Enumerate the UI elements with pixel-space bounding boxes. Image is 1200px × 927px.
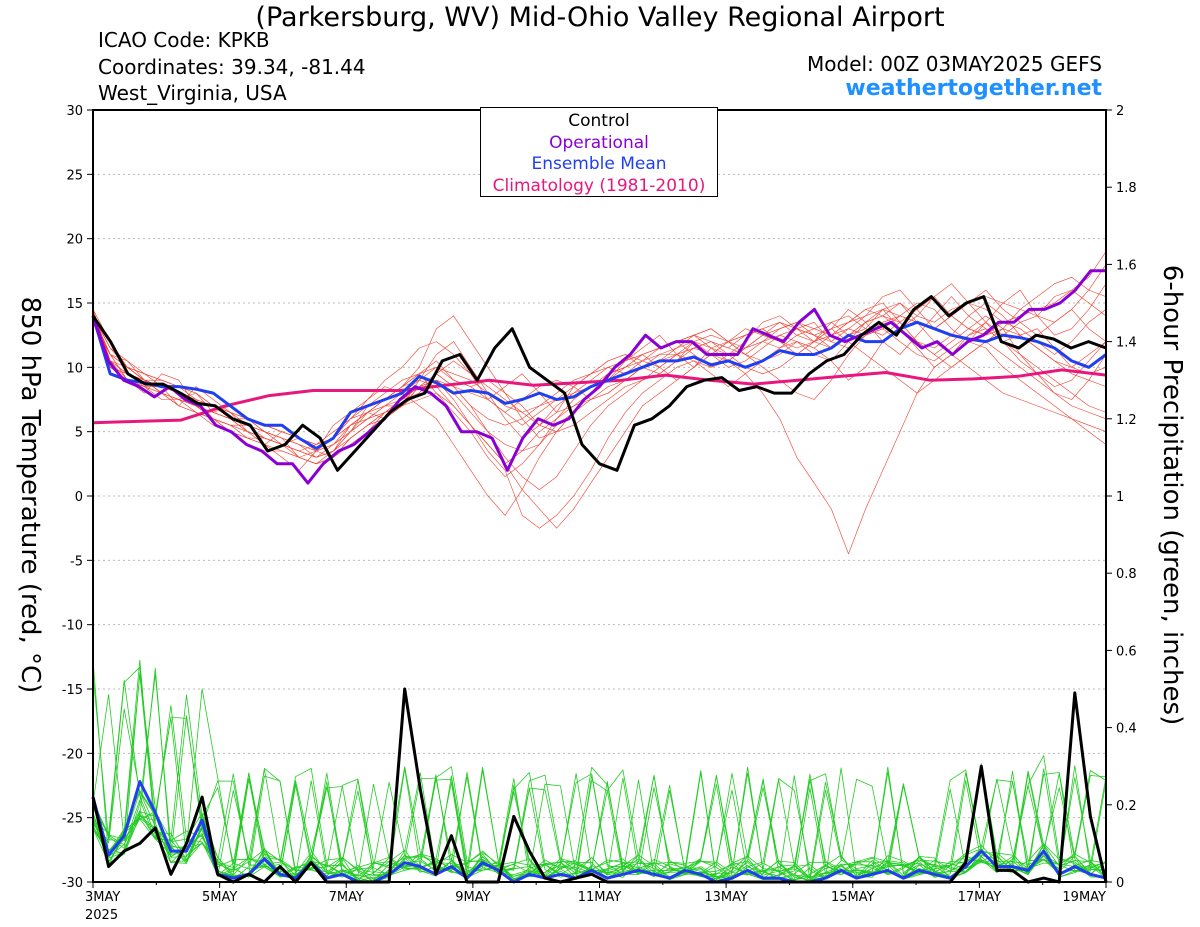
precip-member-line — [92, 667, 1107, 881]
left-tick-label: 0 — [75, 490, 83, 505]
precip-member-line — [92, 717, 1107, 882]
right-tick-label: 0.4 — [1116, 722, 1137, 737]
temp-member-line — [92, 302, 1107, 452]
x-tick-label: 3MAY — [85, 890, 120, 905]
x-tick-label: 15MAY — [831, 890, 875, 905]
right-tick-label: 0.6 — [1116, 644, 1137, 659]
temp-member-line — [92, 315, 1107, 458]
x-tick-label: 9MAY — [455, 890, 490, 905]
temp-member-line — [92, 289, 1107, 490]
x-tick-label: 7MAY — [329, 890, 364, 905]
left-tick-label: 20 — [66, 233, 83, 248]
right-tick-label: 0.2 — [1116, 799, 1137, 814]
left-tick-label: 5 — [75, 426, 83, 441]
precip-member-line — [92, 766, 1107, 880]
precip-member-line — [92, 694, 1107, 883]
right-tick-label: 1.4 — [1116, 336, 1137, 351]
right-tick-label: 1.8 — [1116, 181, 1137, 196]
right-tick-label: 1.6 — [1116, 258, 1137, 273]
left-tick-label: -15 — [62, 683, 83, 698]
region: West_Virginia, USA — [98, 81, 287, 105]
x-year-label: 2025 — [85, 908, 118, 923]
right-axis-label: 6-hour Precipitation (green, inches) — [1157, 264, 1187, 726]
right-tick-label: 0 — [1116, 876, 1124, 891]
left-tick-label: -5 — [70, 554, 83, 569]
chart-title: (Parkersburg, WV) Mid-Ohio Valley Region… — [255, 2, 945, 33]
left-tick-label: -20 — [62, 747, 83, 762]
x-tick-label: 11MAY — [578, 890, 622, 905]
temp-member-line — [92, 277, 1107, 477]
precip-member-line — [92, 705, 1107, 880]
operational-line — [91, 269, 1106, 485]
legend-climatology: Climatology (1981-2010) — [492, 175, 706, 196]
left-tick-label: 25 — [66, 168, 83, 183]
left-tick-label: -25 — [62, 812, 83, 827]
legend-ensemble-mean: Ensemble Mean — [531, 154, 667, 174]
left-axis-label: 850 hPa Temperature (red, °C) — [15, 296, 45, 694]
climatology-line — [92, 368, 1107, 425]
ensemble-mean-line — [91, 315, 1107, 450]
left-tick-label: 15 — [66, 297, 83, 312]
precip-member-line — [92, 659, 1107, 880]
temp-member-line — [92, 309, 1107, 516]
legend: Control Operational Ensemble Mean Climat… — [480, 107, 718, 197]
left-tick-label: -30 — [62, 876, 83, 891]
icao-code: ICAO Code: KPKB — [98, 28, 270, 52]
precip-member-line — [92, 666, 1107, 882]
left-tick-label: 10 — [66, 361, 83, 376]
control-line — [91, 295, 1107, 472]
right-tick-label: 1.2 — [1116, 413, 1137, 428]
temp-member-line — [92, 302, 1107, 465]
right-tick-label: 1 — [1116, 490, 1124, 505]
left-tick-label: -10 — [62, 619, 83, 634]
x-tick-label: 5MAY — [202, 890, 237, 905]
left-tick-label: 30 — [66, 104, 83, 119]
site-link[interactable]: weathertogether.net — [845, 76, 1102, 101]
legend-operational: Operational — [549, 132, 649, 153]
x-tick-label: 13MAY — [704, 890, 748, 905]
coordinates: Coordinates: 39.34, -81.44 — [98, 55, 366, 79]
right-tick-label: 0.8 — [1116, 567, 1137, 582]
model-run: Model: 00Z 03MAY2025 GEFS — [807, 52, 1102, 76]
precip-mean-line — [91, 780, 1107, 884]
x-tick-label: 17MAY — [958, 890, 1002, 905]
legend-control: Control — [568, 111, 630, 131]
x-tick-label: 19MAY — [1062, 890, 1106, 905]
right-tick-label: 2 — [1116, 104, 1124, 119]
